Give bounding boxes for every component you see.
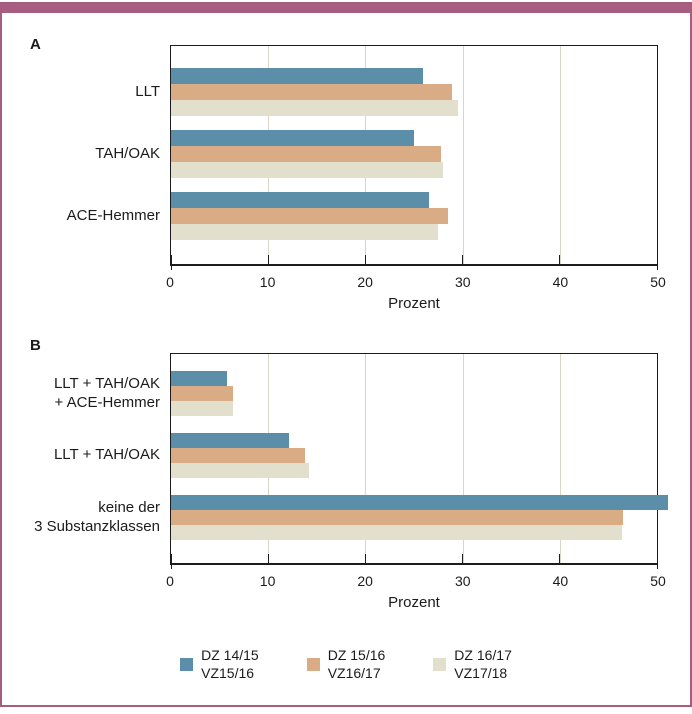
bar-series-0 [171, 68, 423, 84]
legend-label: DZ 16/17 VZ17/18 [454, 646, 512, 682]
tick-mark [462, 255, 464, 264]
legend-label-line2: VZ16/17 [327, 665, 381, 681]
bar-series-0 [171, 130, 414, 146]
legend-swatch [180, 657, 194, 671]
legend: DZ 14/15 VZ15/16 DZ 15/16 VZ16/17 DZ 16/17 VZ… [0, 646, 692, 682]
bar-series-0 [171, 433, 289, 448]
tick-mark [267, 255, 269, 264]
bar-series-0 [171, 192, 429, 208]
bar-series-1 [171, 146, 442, 162]
panel-b-plot [170, 353, 668, 569]
category-label: LLT [14, 82, 160, 101]
x-tick-label: 10 [259, 274, 276, 290]
x-tick-label: 40 [552, 573, 569, 589]
legend-label-line2: VZ15/16 [201, 665, 255, 681]
gridline [462, 354, 464, 563]
bar-group [171, 371, 657, 416]
legend-label: DZ 15/16 VZ16/17 [328, 646, 386, 682]
tick-mark [170, 264, 172, 270]
category-label: TAH/OAK [14, 144, 160, 163]
bar-series-2 [171, 463, 310, 478]
category-label: ACE-Hemmer [14, 206, 160, 225]
category-label-line: LLT [135, 82, 160, 100]
x-tick-label: 20 [357, 573, 373, 589]
gridline [559, 46, 561, 264]
bar-series-1 [171, 386, 234, 401]
bar-group [171, 495, 668, 540]
category-label-line: keine der [98, 498, 160, 516]
panel-a-letter: A [30, 36, 42, 53]
category-label: keine der 3 Substanzklassen [14, 498, 160, 536]
gridline [365, 354, 367, 563]
bar-series-2 [171, 162, 444, 178]
bar-series-2 [171, 224, 439, 240]
x-tick-label: 0 [166, 274, 174, 290]
legend-label-line2: VZ17/18 [454, 665, 508, 681]
bar-series-1 [171, 448, 306, 463]
tick-mark [656, 264, 658, 270]
panel-a-plot [170, 45, 658, 270]
bar-series-2 [171, 525, 622, 540]
tick-mark [170, 554, 172, 563]
gridline [559, 354, 561, 563]
x-tick-label: 10 [259, 573, 276, 589]
bar-group [171, 130, 657, 178]
bar-group [171, 68, 657, 116]
gridline [462, 46, 464, 264]
legend-label-line1: DZ 14/15 [201, 647, 259, 663]
legend-item: DZ 15/16 VZ16/17 [306, 646, 386, 682]
x-tick-label: 40 [552, 274, 569, 290]
tick-mark [364, 255, 366, 264]
bar-series-1 [171, 510, 623, 525]
category-label-line: + ACE-Hemmer [54, 393, 160, 411]
panel-b-xaxis-title: Prozent [388, 594, 440, 611]
legend-item: DZ 14/15 VZ15/16 [180, 646, 259, 682]
category-label: LLT + TAH/OAK [14, 445, 160, 464]
bar-series-0 [171, 495, 668, 510]
bar-series-1 [171, 208, 449, 224]
category-label-line: ACE-Hemmer [66, 206, 160, 224]
legend-label: DZ 14/15 VZ15/16 [201, 646, 259, 682]
legend-label-line1: DZ 15/16 [327, 647, 386, 663]
tick-mark [267, 554, 269, 563]
category-label-line: LLT + TAH/OAK [53, 446, 160, 463]
tick-mark [656, 255, 658, 264]
x-tick-label: 30 [455, 274, 471, 290]
category-label-line: LLT + TAH/OAK [53, 374, 160, 392]
category-label: LLT + TAH/OAK + ACE-Hemmer [14, 374, 160, 412]
tick-mark [364, 554, 366, 563]
bar-series-2 [171, 401, 234, 416]
tick-mark [656, 554, 658, 563]
legend-swatch [306, 657, 320, 671]
legend-item: DZ 16/17 VZ17/18 [433, 646, 512, 682]
tick-mark [170, 563, 172, 569]
legend-label-line1: DZ 16/17 [454, 647, 512, 663]
tick-mark [462, 554, 464, 563]
x-tick-label: 20 [357, 274, 373, 290]
category-label-line: 3 Substanzklassen [34, 517, 160, 535]
tick-mark [170, 255, 172, 264]
tick-mark [559, 554, 561, 563]
panel-b-letter: B [30, 337, 42, 354]
bar-series-0 [171, 371, 228, 386]
legend-swatch [433, 657, 447, 671]
tick-mark [559, 255, 561, 264]
x-tick-label: 50 [650, 274, 666, 290]
tick-mark [656, 563, 658, 569]
bar-series-2 [171, 100, 458, 116]
x-tick-label: 50 [650, 573, 666, 589]
bar-group [171, 433, 657, 478]
bar-group [171, 192, 657, 240]
x-tick-label: 30 [455, 573, 471, 589]
category-label-line: TAH/OAK [95, 144, 160, 162]
x-tick-label: 0 [166, 573, 174, 589]
bar-series-1 [171, 84, 452, 100]
panel-a-xaxis-title: Prozent [388, 295, 440, 312]
